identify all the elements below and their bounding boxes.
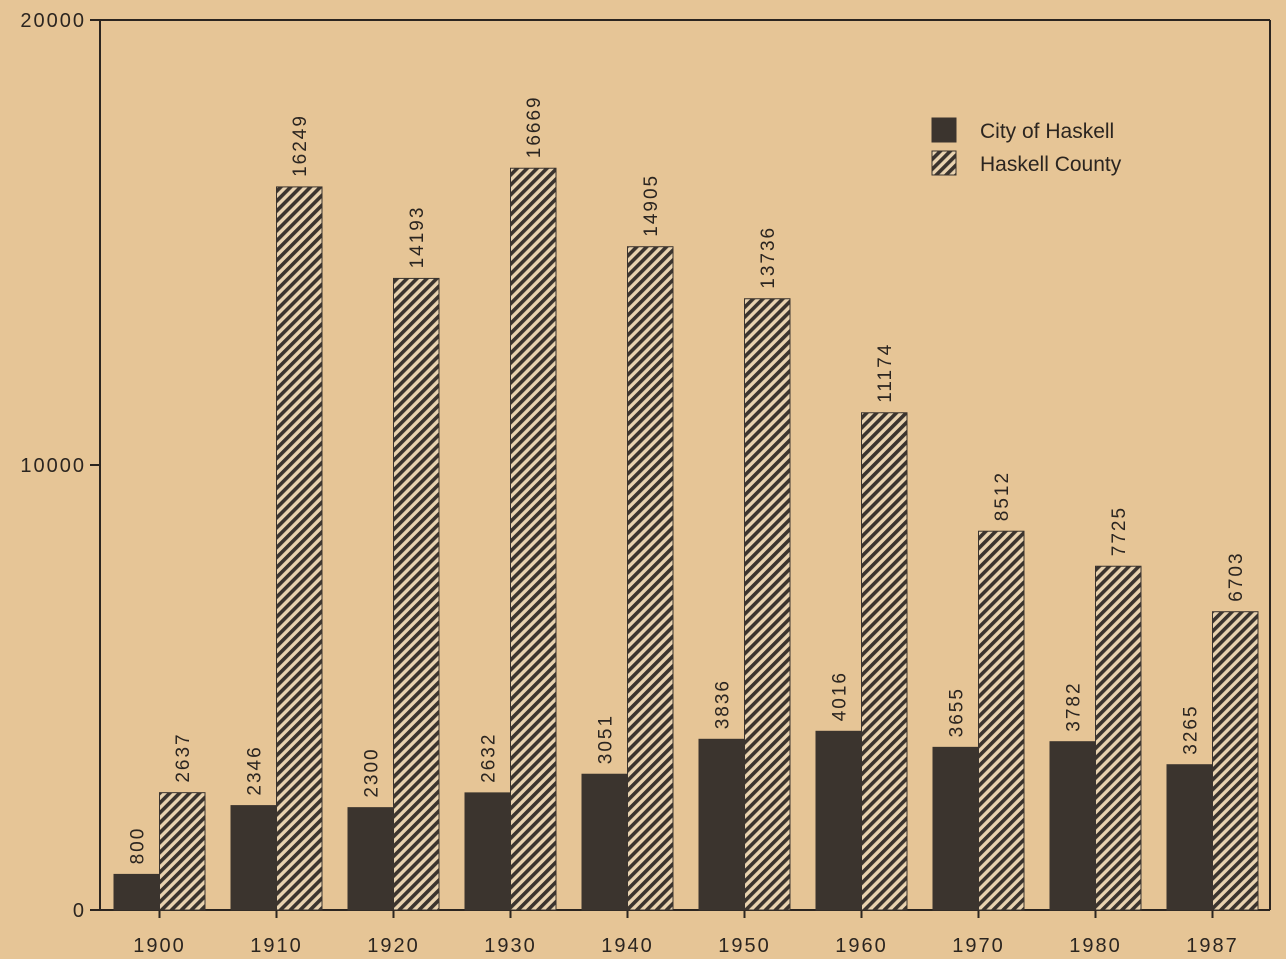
value-label: 3782 [1064,681,1085,731]
value-label: 3655 [947,687,968,737]
value-label: 3836 [713,679,734,729]
value-label: 11174 [875,343,896,403]
value-label: 16669 [524,95,545,158]
bar [347,807,394,911]
x-tick-label: 1940 [601,935,654,957]
bar [815,730,862,911]
bar [1166,764,1213,911]
x-tick-label: 1900 [133,935,186,957]
x-tick-label: 1987 [1186,935,1239,957]
value-label: 8512 [992,471,1013,521]
legend-label: City of Haskell [980,120,1114,143]
bar [159,792,206,911]
value-label: 3265 [1181,704,1202,754]
value-label: 4016 [830,671,851,721]
bar [510,167,557,911]
value-label: 2300 [362,747,383,797]
x-tick-label: 1910 [250,935,303,957]
x-tick-label: 1930 [484,935,537,957]
bar [1095,565,1142,911]
legend-swatch [931,117,957,143]
bar [464,792,511,911]
legend-swatch [931,150,957,176]
bar [1049,741,1096,911]
x-tick-label: 1920 [367,935,420,957]
bar [230,805,277,911]
bar [113,873,160,911]
value-label: 7725 [1109,506,1130,556]
bar [276,186,323,911]
bar [978,530,1025,911]
bar [627,246,674,911]
value-label: 2346 [245,745,266,795]
value-label: 800 [128,827,149,865]
value-label: 14905 [641,174,662,237]
value-label: 16249 [290,114,311,177]
value-label: 3051 [596,714,617,764]
bar [744,298,791,911]
bar [393,277,440,911]
value-label: 14193 [407,206,428,269]
legend-label: Haskell County [980,153,1122,176]
bar [581,773,628,911]
x-tick-label: 1960 [835,935,888,957]
y-tick-label: 0 [73,900,86,922]
x-tick-label: 1970 [952,935,1005,957]
bar [698,738,745,911]
value-label: 13736 [758,226,779,289]
value-label: 2632 [479,733,500,783]
value-label: 2637 [173,732,194,782]
x-tick-label: 1950 [718,935,771,957]
y-tick-label: 10000 [20,455,86,477]
bar [932,746,979,911]
value-label: 6703 [1226,551,1247,601]
bar [1212,611,1259,911]
bar [861,412,908,911]
x-tick-label: 1980 [1069,935,1122,957]
y-tick-label: 20000 [20,10,86,32]
